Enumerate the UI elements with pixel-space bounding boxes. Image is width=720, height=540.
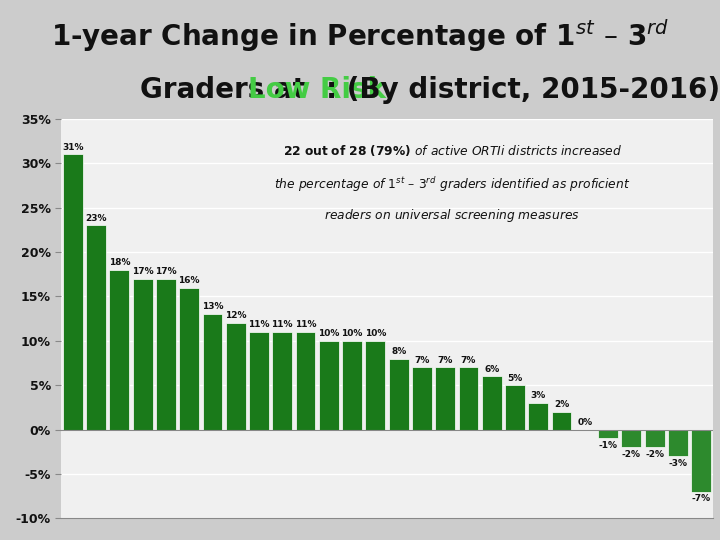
Bar (109, 270, 130, 430)
Bar (366, 341, 385, 430)
Text: 16%: 16% (179, 276, 200, 285)
Text: 5%: 5% (508, 374, 523, 382)
Bar (86, 225, 106, 430)
Text: -1%: -1% (598, 441, 618, 450)
Bar (482, 376, 502, 430)
Text: 6%: 6% (484, 364, 500, 374)
Text: 17%: 17% (155, 267, 176, 276)
Bar (598, 430, 618, 438)
Text: 18%: 18% (109, 258, 130, 267)
Text: 1-year Change in Percentage of 1$^{st}$ – 3$^{rd}$: 1-year Change in Percentage of 1$^{st}$ … (51, 17, 669, 54)
Text: 7%: 7% (414, 356, 430, 365)
Text: 2%: 2% (554, 400, 570, 409)
Bar (412, 367, 432, 430)
Text: 10%: 10% (318, 329, 340, 338)
Bar (644, 430, 665, 447)
Text: 7%: 7% (438, 356, 453, 365)
Text: 17%: 17% (132, 267, 153, 276)
Bar (528, 403, 548, 430)
Text: -2%: -2% (645, 450, 664, 459)
Bar (668, 430, 688, 456)
Text: 13%: 13% (202, 302, 223, 312)
Bar (63, 154, 83, 430)
Text: 3%: 3% (531, 392, 546, 400)
Text: -2%: -2% (622, 450, 641, 459)
Bar (621, 430, 642, 447)
Bar (249, 332, 269, 430)
Text: $\it{the\ percentage\ of\ 1}$$\it{^{st}}$$\it{\ –\ 3}$$\it{^{rd}}$$\it{\ graders: $\it{the\ percentage\ of\ 1}$$\it{^{st}}… (274, 175, 631, 194)
Text: Graders at: Graders at (140, 76, 315, 104)
Bar (132, 279, 153, 430)
Bar (226, 323, 246, 430)
Text: 8%: 8% (391, 347, 406, 356)
Bar (691, 430, 711, 492)
Text: 23%: 23% (86, 214, 107, 222)
Text: 31%: 31% (62, 143, 84, 152)
Bar (552, 412, 572, 430)
Text: 11%: 11% (248, 320, 270, 329)
Text: $\it{readers\ on\ universal\ screening\ measures}$: $\it{readers\ on\ universal\ screening\ … (324, 207, 580, 224)
Bar (319, 341, 338, 430)
Bar (389, 359, 408, 430)
Text: 11%: 11% (271, 320, 293, 329)
Text: 11%: 11% (294, 320, 316, 329)
Text: Low Risk: Low Risk (248, 76, 386, 104)
Bar (505, 385, 525, 430)
Bar (272, 332, 292, 430)
Text: $\bf{22\ out\ of\ 28\ (79\%)}$$\it{\ of\ active\ ORTIi\ districts\ increased}$: $\bf{22\ out\ of\ 28\ (79\%)}$$\it{\ of\… (282, 143, 622, 158)
Text: 0%: 0% (577, 418, 593, 427)
Text: 10%: 10% (364, 329, 386, 338)
Text: -7%: -7% (692, 495, 711, 503)
Bar (342, 341, 362, 430)
Bar (436, 367, 455, 430)
Text: : (By district, 2015-2016): : (By district, 2015-2016) (325, 76, 720, 104)
Text: -3%: -3% (668, 459, 688, 468)
Text: 7%: 7% (461, 356, 476, 365)
Bar (296, 332, 315, 430)
Text: 12%: 12% (225, 312, 246, 320)
Text: 10%: 10% (341, 329, 363, 338)
Bar (156, 279, 176, 430)
Bar (179, 287, 199, 430)
Bar (202, 314, 222, 430)
Bar (459, 367, 478, 430)
